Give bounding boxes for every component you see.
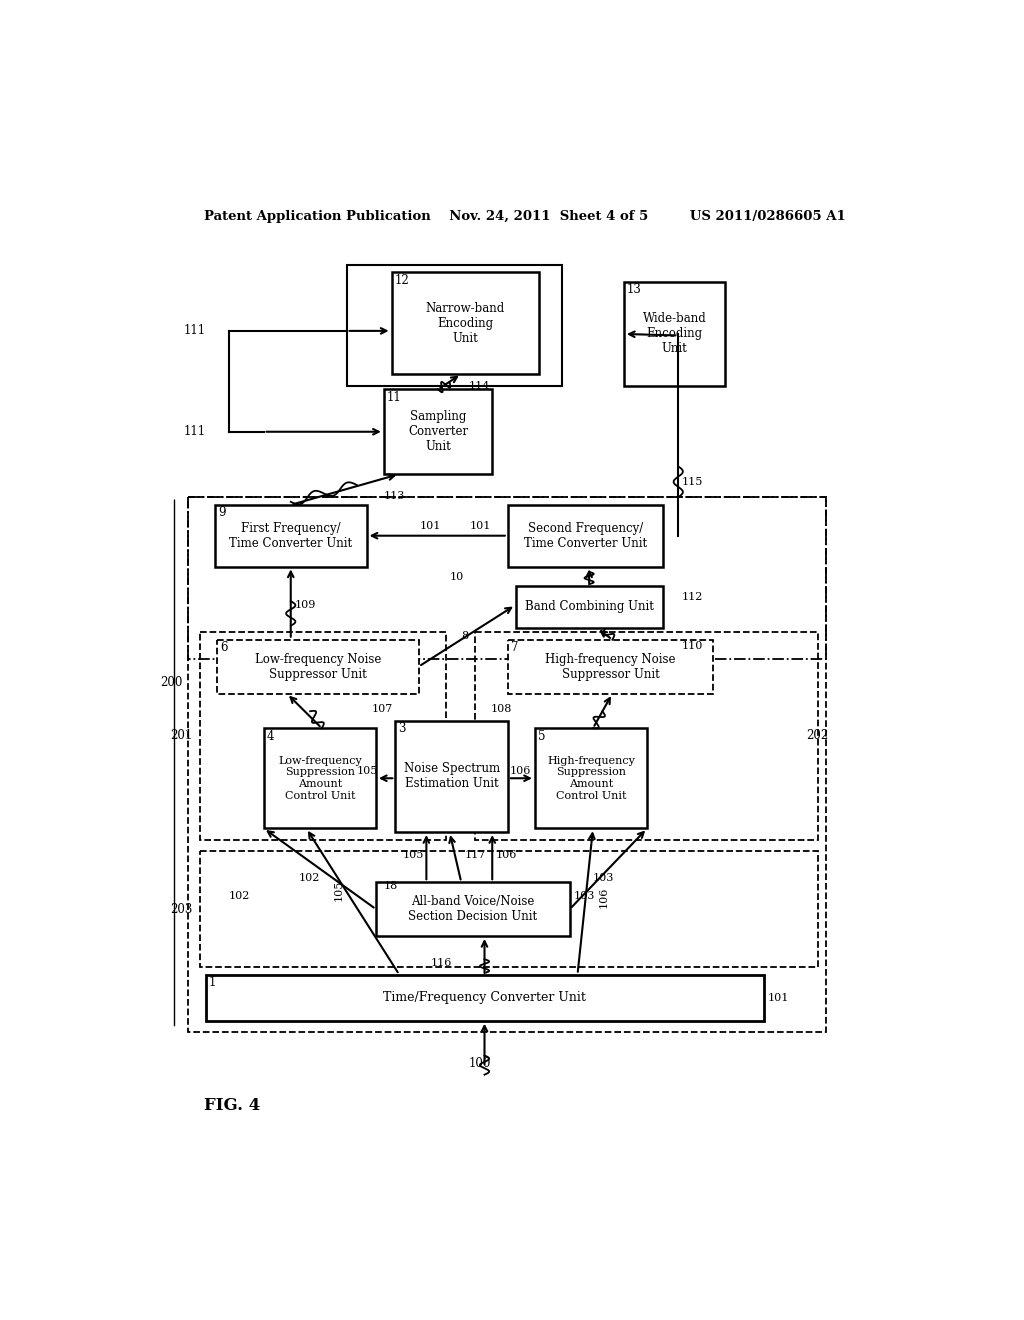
Bar (515, 586, 663, 628)
Bar (215, 506, 367, 566)
Text: 1: 1 (209, 977, 216, 989)
Text: 12: 12 (394, 275, 410, 286)
Text: 102: 102 (299, 874, 319, 883)
Bar (188, 498, 825, 659)
Text: 202: 202 (806, 730, 828, 742)
Text: 103: 103 (573, 891, 595, 902)
Text: 8: 8 (461, 631, 468, 640)
Text: 5: 5 (538, 730, 546, 743)
Text: All-band Voice/Noise
Section Decision Unit: All-band Voice/Noise Section Decision Un… (409, 895, 538, 923)
Text: 116: 116 (430, 958, 452, 968)
Text: 113: 113 (384, 491, 406, 500)
Text: 101: 101 (470, 521, 492, 532)
Text: Sampling
Converter
Unit: Sampling Converter Unit (408, 411, 468, 453)
Text: 106: 106 (496, 850, 517, 861)
Bar (376, 882, 569, 936)
Text: 109: 109 (295, 601, 316, 610)
Text: 18: 18 (384, 880, 398, 891)
Text: High-frequency Noise
Suppressor Unit: High-frequency Noise Suppressor Unit (545, 652, 676, 681)
Text: Low-frequency Noise
Suppressor Unit: Low-frequency Noise Suppressor Unit (255, 652, 381, 681)
Text: 111: 111 (183, 425, 206, 438)
Text: 100: 100 (469, 1056, 492, 1069)
Text: Noise Spectrum
Estimation Unit: Noise Spectrum Estimation Unit (403, 763, 500, 791)
Text: 4: 4 (266, 730, 274, 743)
Text: Time/Frequency Converter Unit: Time/Frequency Converter Unit (383, 991, 586, 1005)
Text: 101: 101 (767, 993, 788, 1003)
Bar (535, 729, 647, 829)
Text: 7: 7 (511, 642, 518, 655)
Text: 106: 106 (598, 887, 608, 908)
Text: 110: 110 (682, 640, 703, 651)
Text: 111: 111 (183, 325, 206, 338)
Text: 200: 200 (161, 676, 183, 689)
Text: Patent Application Publication    Nov. 24, 2011  Sheet 4 of 5         US 2011/02: Patent Application Publication Nov. 24, … (204, 210, 846, 223)
Bar (508, 506, 663, 566)
Text: 112: 112 (682, 593, 703, 602)
Text: 103: 103 (593, 874, 614, 883)
Text: 10: 10 (450, 572, 464, 582)
Bar (624, 281, 725, 385)
Text: 105: 105 (334, 879, 343, 900)
Bar (395, 721, 508, 832)
Bar (188, 498, 825, 1032)
Text: First Frequency/
Time Converter Unit: First Frequency/ Time Converter Unit (229, 521, 352, 549)
Text: 13: 13 (627, 284, 642, 296)
Bar (475, 632, 818, 840)
Bar (217, 640, 419, 693)
Bar (263, 729, 376, 829)
Text: 107: 107 (372, 704, 393, 714)
Text: Low-frequency
Suppression
Amount
Control Unit: Low-frequency Suppression Amount Control… (278, 756, 361, 801)
Text: 3: 3 (398, 722, 406, 735)
Text: Narrow-band
Encoding
Unit: Narrow-band Encoding Unit (426, 302, 505, 345)
Text: Wide-band
Encoding
Unit: Wide-band Encoding Unit (642, 312, 707, 355)
Text: 6: 6 (220, 642, 227, 655)
Text: 203: 203 (171, 903, 193, 916)
Text: 11: 11 (387, 391, 401, 404)
Bar (200, 851, 818, 966)
Text: 115: 115 (682, 477, 703, 487)
Bar (384, 389, 493, 474)
Text: 201: 201 (171, 730, 193, 742)
Bar (200, 632, 445, 840)
Text: High-frequency
Suppression
Amount
Control Unit: High-frequency Suppression Amount Contro… (547, 756, 635, 801)
Bar (391, 272, 539, 374)
Text: 106: 106 (510, 766, 531, 776)
Bar (508, 640, 713, 693)
Text: Second Frequency/
Time Converter Unit: Second Frequency/ Time Converter Unit (523, 521, 647, 549)
Text: 105: 105 (356, 766, 378, 776)
Bar (346, 264, 562, 387)
Text: 102: 102 (228, 891, 250, 902)
Text: 101: 101 (420, 521, 441, 532)
Text: 117: 117 (465, 850, 486, 861)
Bar (206, 974, 764, 1020)
Text: FIG. 4: FIG. 4 (204, 1097, 260, 1114)
Text: 9: 9 (218, 507, 225, 520)
Text: 105: 105 (403, 850, 425, 861)
Text: 114: 114 (469, 380, 490, 391)
Text: 108: 108 (490, 704, 512, 714)
Text: Band Combining Unit: Band Combining Unit (524, 601, 653, 614)
